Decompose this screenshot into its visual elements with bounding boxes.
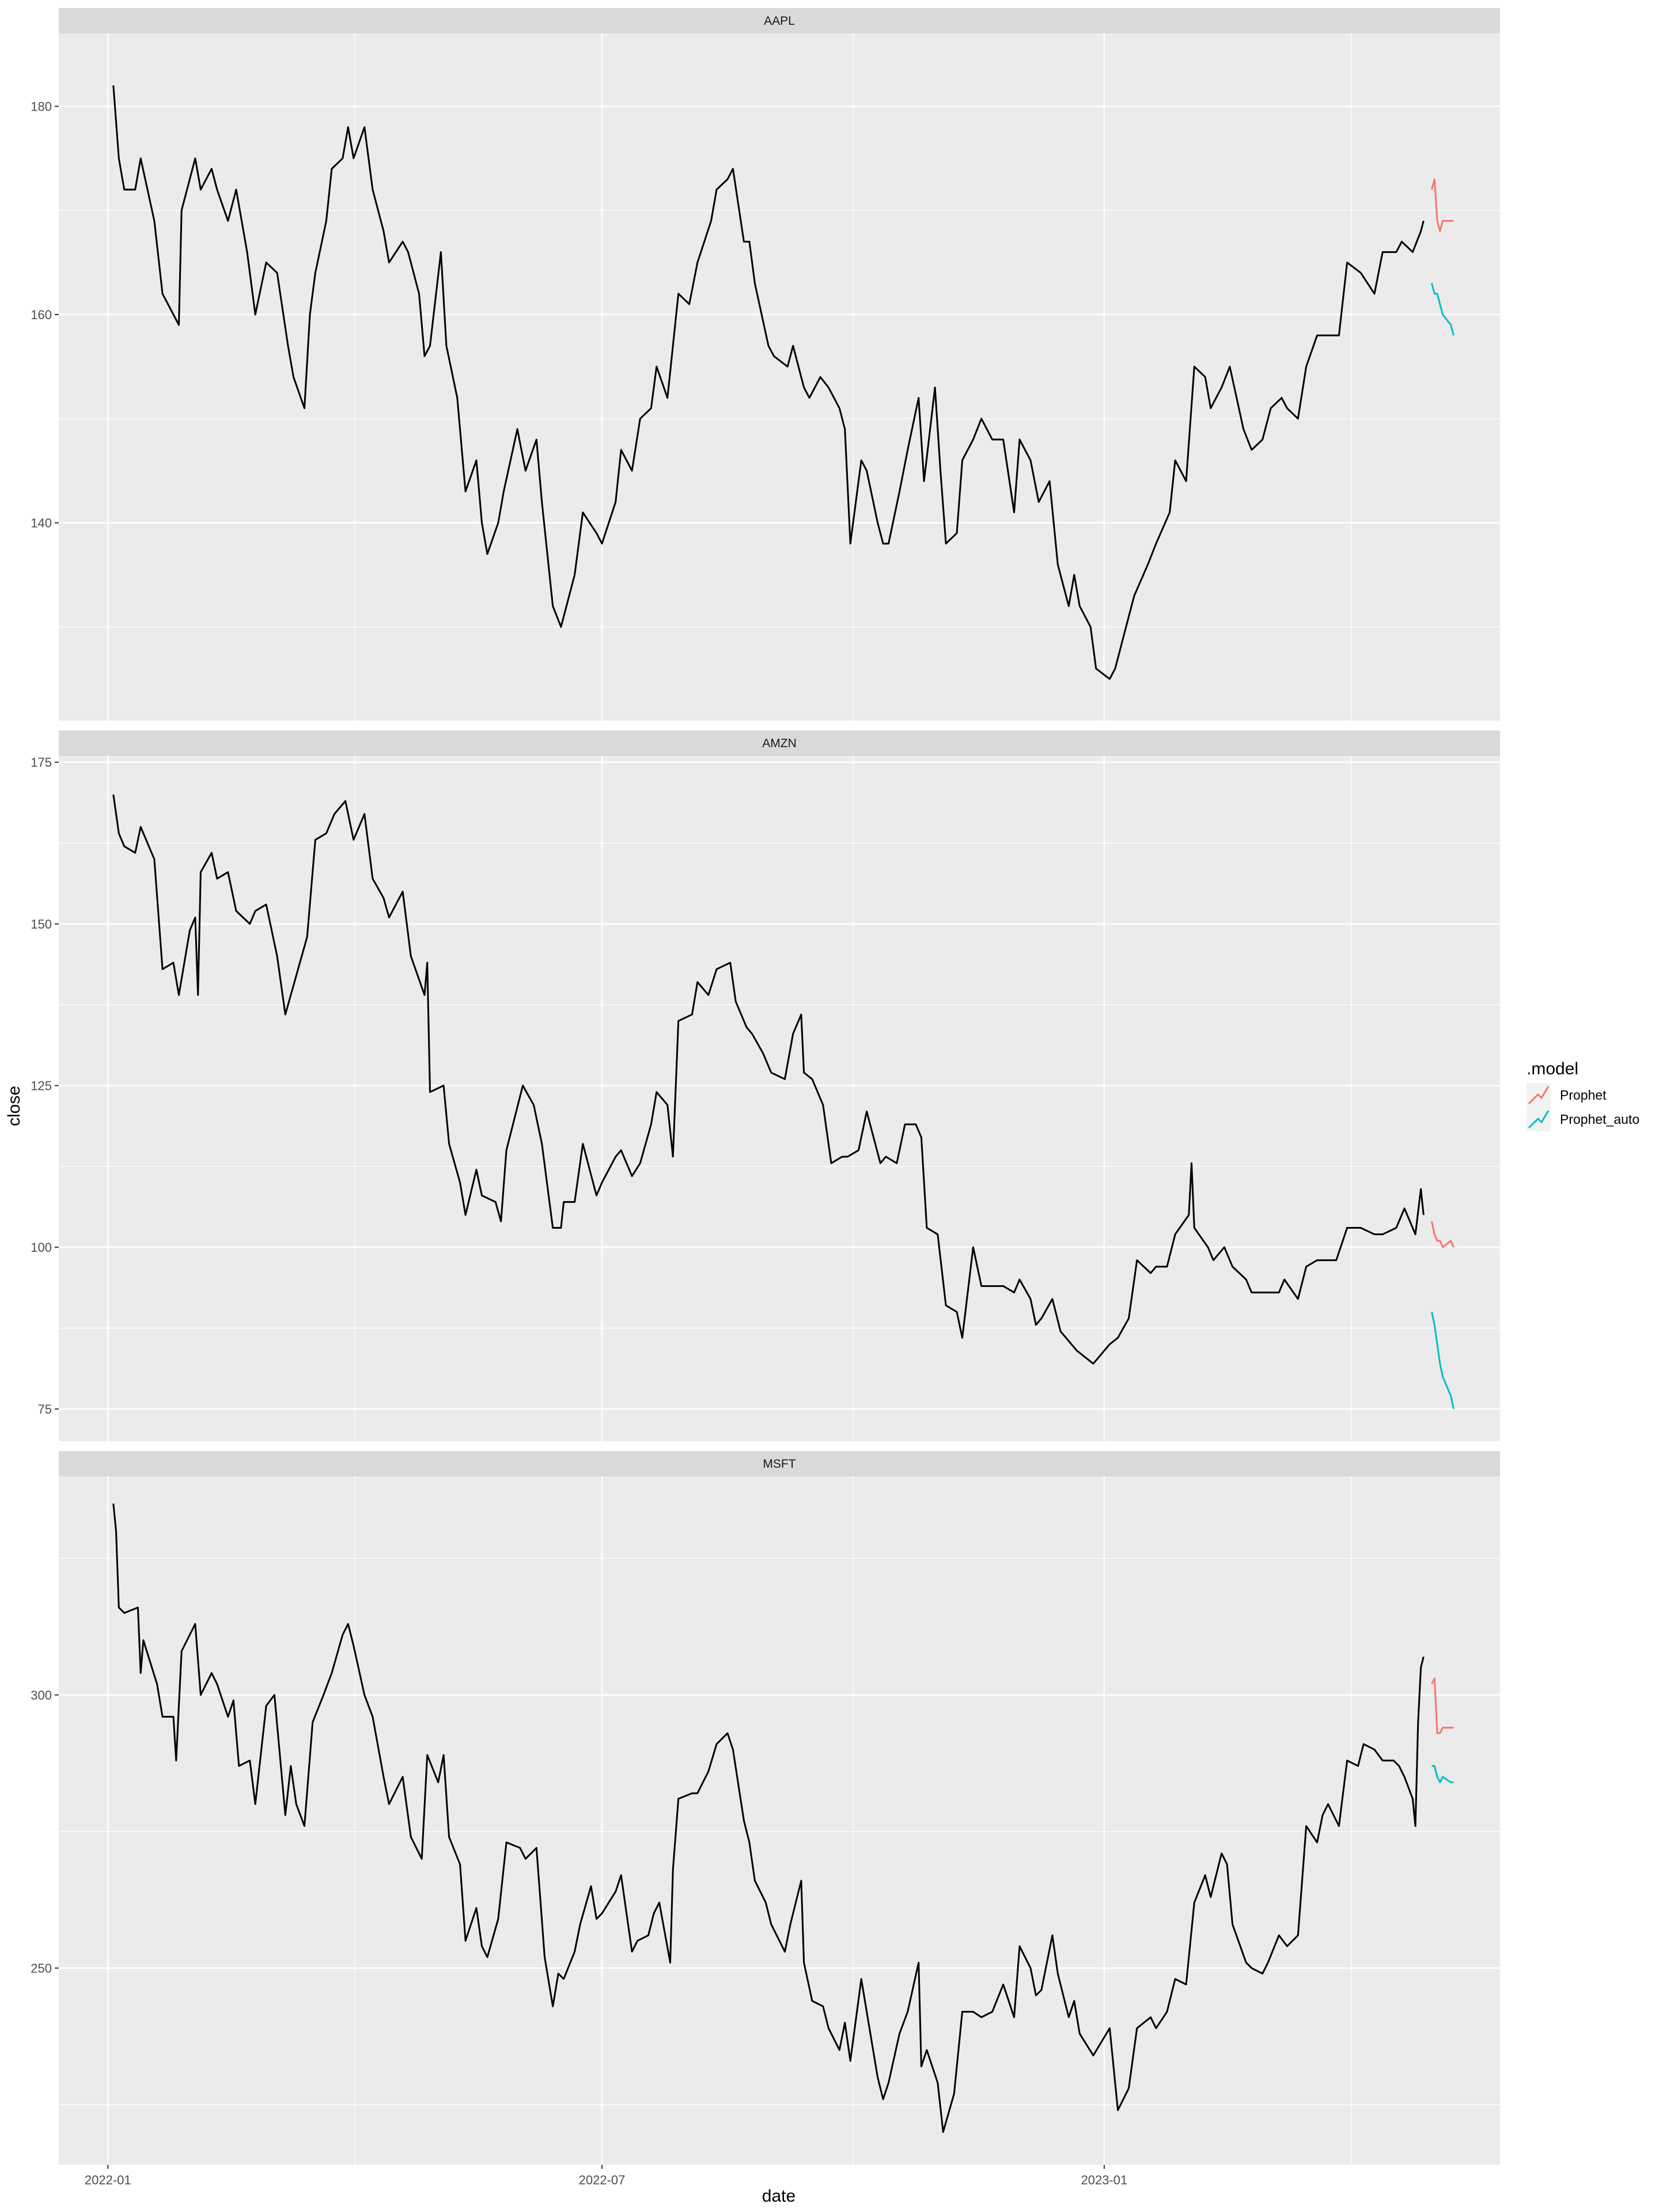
- y-tick-label: 175: [31, 755, 52, 770]
- facet-strip: [59, 1451, 1500, 1476]
- x-tick-label: 2023-01: [1081, 2173, 1128, 2187]
- facet-strip: [59, 730, 1500, 756]
- series-line-actual: [112, 794, 1425, 1365]
- facet-panel-aapl: AAPL 140 160 180: [31, 8, 1500, 721]
- series-line-prophet-auto: [1431, 1765, 1454, 1783]
- y-tick-label: 140: [31, 516, 52, 531]
- series-line-actual: [112, 85, 1425, 680]
- facet-strip-label: AMZN: [762, 737, 797, 750]
- series-line-actual: [112, 1503, 1425, 2133]
- legend: .model Prophet Prophet_auto: [1527, 1059, 1639, 1131]
- y-axis-title: close: [5, 1086, 24, 1126]
- panel-background: [59, 33, 1500, 721]
- facet-strip-label: AAPL: [764, 14, 795, 28]
- legend-label: Prophet_auto: [1560, 1112, 1639, 1127]
- legend-key-prophet: [1527, 1083, 1551, 1107]
- y-tick-label: 300: [31, 1688, 52, 1702]
- y-tick-label: 250: [31, 1961, 52, 1976]
- y-tick-label: 125: [31, 1079, 52, 1093]
- y-tick-label: 180: [31, 100, 52, 114]
- series-line-prophet: [1431, 1677, 1454, 1734]
- facet-strip-label: MSFT: [763, 1457, 796, 1471]
- series-line-prophet: [1431, 178, 1454, 232]
- y-tick-label: 75: [38, 1402, 52, 1416]
- legend-key-prophet-auto: [1527, 1107, 1551, 1131]
- y-tick-label: 100: [31, 1240, 52, 1255]
- series-line-prophet-auto: [1431, 1312, 1455, 1410]
- legend-title: .model: [1527, 1059, 1578, 1078]
- y-tick-label: 150: [31, 917, 52, 931]
- series-line-prophet-auto: [1431, 283, 1455, 336]
- x-tick-label: 2022-01: [85, 2173, 131, 2187]
- x-axis-title: date: [762, 2187, 796, 2206]
- facet-panel-msft: MSFT 250 300: [31, 1451, 1500, 2165]
- facet-panels: AAPL 140 160 180 AMZN 75 100 125 150 175 MSFT 250 30…: [31, 8, 1500, 2165]
- panel-background: [59, 1476, 1500, 2165]
- facet-strip: [59, 8, 1500, 33]
- series-line-prophet: [1431, 1221, 1455, 1248]
- panel-background: [59, 756, 1500, 1441]
- facet-panel-amzn: AMZN 75 100 125 150 175: [31, 730, 1500, 1441]
- x-tick-label: 2022-07: [579, 2173, 626, 2187]
- legend-label: Prophet: [1560, 1088, 1607, 1103]
- y-tick-label: 160: [31, 308, 52, 322]
- x-axis: 2022-01 2022-07 2023-01: [85, 2165, 1127, 2187]
